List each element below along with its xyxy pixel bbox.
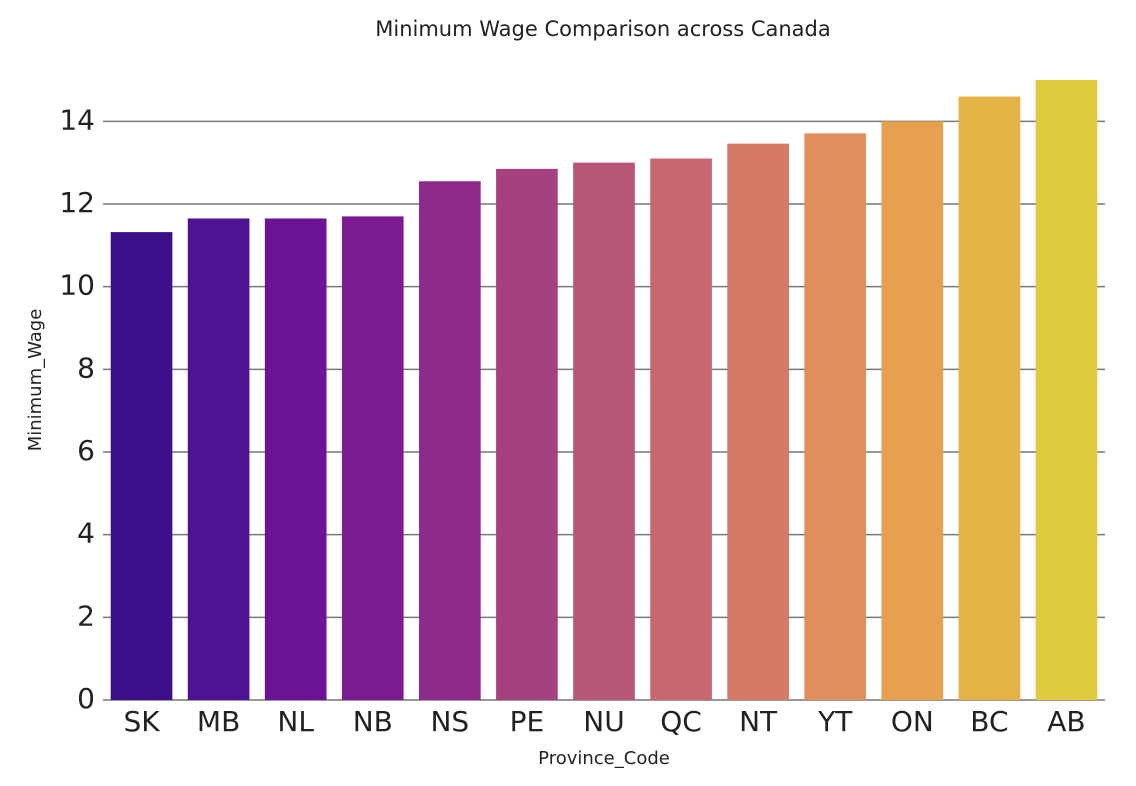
y-tick-label: 2 <box>77 599 95 632</box>
x-tick-label: MB <box>197 705 240 738</box>
x-tick-label: ON <box>891 705 934 738</box>
x-tick-label: PE <box>510 705 545 738</box>
chart-title: Minimum Wage Comparison across Canada <box>375 17 831 41</box>
bar <box>727 143 789 701</box>
x-tick-label: SK <box>123 705 160 738</box>
x-tick-label: NL <box>277 705 314 738</box>
y-tick-label: 4 <box>77 517 95 550</box>
y-tick-label: 10 <box>59 269 95 302</box>
bar <box>958 96 1021 701</box>
x-tick-label: NS <box>430 705 469 738</box>
x-tick-label: QC <box>660 705 702 738</box>
x-axis-label: Province_Code <box>538 748 670 769</box>
x-tick-label: AB <box>1047 705 1085 738</box>
bar <box>1035 80 1098 700</box>
bar <box>419 181 481 700</box>
bar <box>496 168 558 700</box>
x-tick-label: NB <box>353 705 393 738</box>
bar <box>881 121 944 701</box>
y-tick-label: 6 <box>77 434 95 467</box>
y-tick-label: 8 <box>77 351 95 384</box>
bar <box>264 218 327 700</box>
bar <box>804 133 867 700</box>
x-tick-label: YT <box>817 705 853 738</box>
x-tick-label: BC <box>970 705 1008 738</box>
bar <box>341 216 404 700</box>
bar <box>187 218 250 700</box>
bar <box>573 162 635 700</box>
y-tick-label: 12 <box>59 186 95 219</box>
y-axis-label: Minimum_Wage <box>25 309 46 452</box>
y-tick-label: 0 <box>77 682 95 715</box>
x-tick-label: NU <box>583 705 624 738</box>
bar <box>650 158 712 701</box>
y-tick-label: 14 <box>59 103 95 136</box>
x-tick-label: NT <box>739 705 778 738</box>
bar <box>110 232 173 700</box>
